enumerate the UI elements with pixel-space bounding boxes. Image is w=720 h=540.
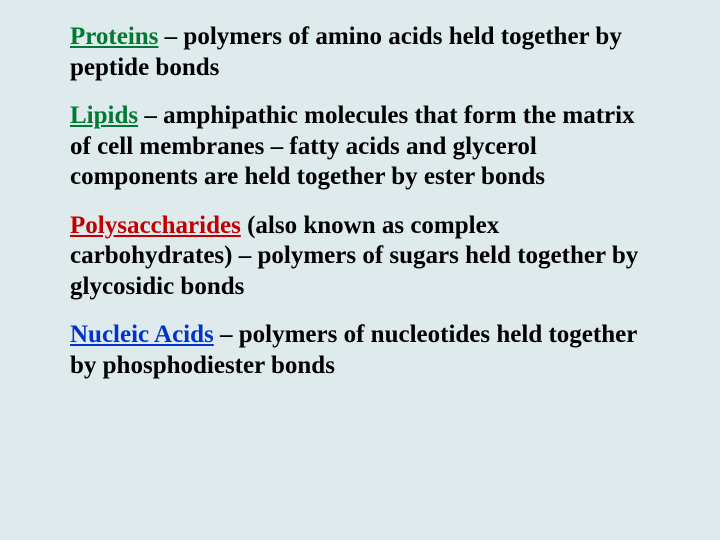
term-proteins: Proteins [70,23,158,50]
entry-proteins: Proteins – polymers of amino acids held … [70,22,650,83]
term-lipids: Lipids [70,102,138,129]
definition-lipids: – amphipathic molecules that form the ma… [70,102,635,190]
term-nucleic-acids: Nucleic Acids [70,321,214,348]
entry-lipids: Lipids – amphipathic molecules that form… [70,101,650,193]
entry-nucleic-acids: Nucleic Acids – polymers of nucleotides … [70,320,650,381]
entry-polysaccharides: Polysaccharides (also known as complex c… [70,211,650,303]
term-polysaccharides: Polysaccharides [70,212,241,239]
